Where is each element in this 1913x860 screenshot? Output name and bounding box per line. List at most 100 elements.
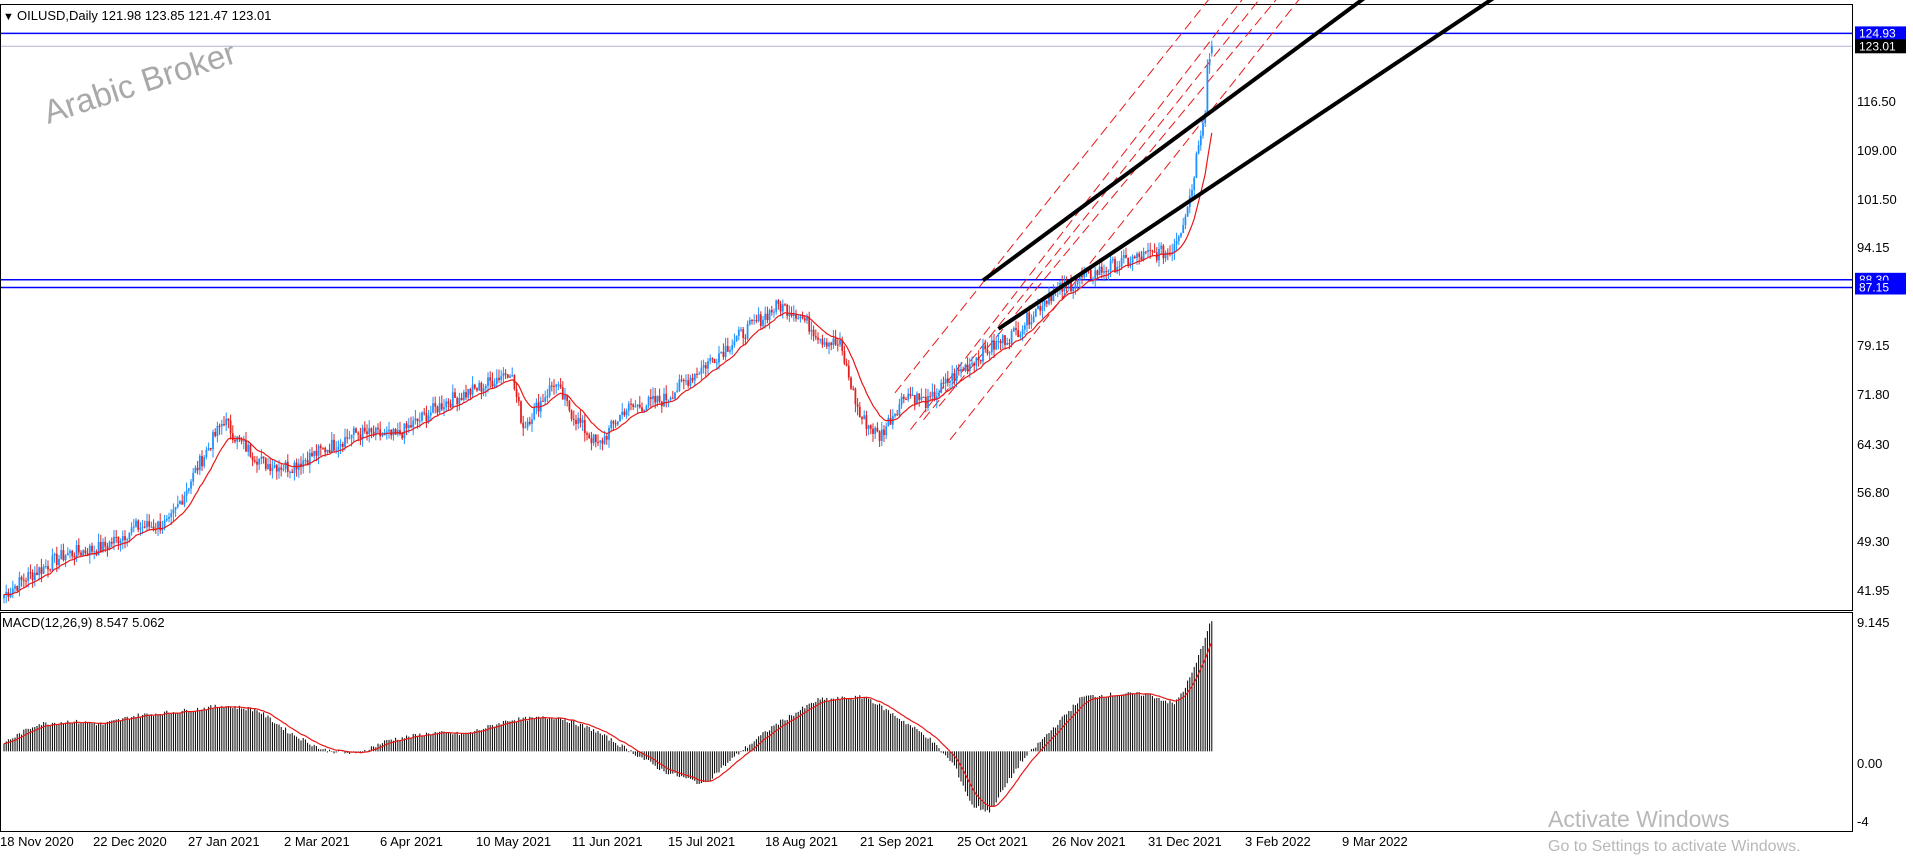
trend-channel[interactable] — [981, 0, 1522, 331]
macd-signal — [3, 641, 1213, 807]
level-badge: 87.15 — [1859, 281, 1889, 295]
candle-body — [62, 550, 65, 561]
price-tick: 109.00 — [1857, 143, 1897, 158]
candle-body — [381, 435, 384, 437]
candle-body — [163, 520, 166, 528]
candle-body — [324, 447, 327, 453]
candle-body — [764, 313, 767, 320]
candle-body — [102, 541, 104, 552]
candle-body — [251, 456, 254, 461]
candle-body — [440, 403, 443, 410]
candle-body — [341, 443, 344, 447]
candle-body — [854, 388, 857, 405]
candle-body — [990, 340, 993, 353]
candle-body — [33, 572, 36, 581]
candle-body — [812, 329, 815, 337]
candle-body — [746, 324, 749, 339]
candle-body — [469, 389, 472, 395]
channel-line — [997, 0, 1495, 331]
candle-body — [700, 367, 703, 374]
candle-body — [42, 566, 45, 574]
dropdown-arrow-icon[interactable]: ▼ — [3, 11, 14, 23]
candle-body — [1010, 331, 1013, 344]
candle-body — [608, 428, 610, 440]
candle-body — [597, 442, 599, 444]
candle-body — [91, 545, 93, 552]
candle-body — [196, 467, 199, 471]
candle-body — [194, 467, 197, 473]
candle-body — [1144, 251, 1147, 253]
candle-body — [522, 422, 525, 428]
candle-body — [260, 456, 263, 459]
candle-body — [709, 358, 712, 362]
candle-body — [73, 556, 76, 558]
candle-body — [359, 434, 362, 440]
candle-body — [247, 444, 250, 452]
candle-body — [1162, 245, 1165, 259]
candle-body — [533, 407, 536, 420]
candle-body — [361, 427, 364, 440]
candle-body — [1122, 255, 1125, 259]
candle-body — [143, 526, 146, 528]
candle-body — [1008, 343, 1011, 345]
candle-body — [786, 304, 789, 316]
date-tick: 11 Jun 2021 — [572, 834, 643, 849]
candle-body — [366, 431, 368, 435]
candle-body — [333, 439, 335, 451]
candle-body — [806, 316, 808, 321]
candle-body — [524, 427, 527, 429]
candle-body — [792, 313, 795, 316]
candle-body — [262, 456, 265, 459]
candle-body — [823, 342, 826, 345]
candle-body — [379, 429, 382, 437]
candle-body — [58, 558, 60, 566]
candle-body — [836, 344, 839, 346]
candle-body — [480, 383, 483, 392]
candle-body — [561, 387, 564, 400]
date-tick: 31 Dec 2021 — [1148, 834, 1222, 849]
date-tick: 10 May 2021 — [476, 834, 551, 849]
candle-body — [1072, 288, 1075, 292]
candle-body — [51, 555, 54, 571]
candle-body — [403, 423, 406, 439]
candle-body — [412, 420, 415, 428]
candle-body — [614, 423, 617, 425]
candle-body — [938, 392, 940, 397]
candle-body — [1197, 145, 1200, 154]
candle-body — [269, 464, 272, 471]
candle-body — [291, 471, 294, 474]
candle-body — [685, 380, 687, 382]
candle-body — [770, 310, 773, 313]
candle-body — [1136, 253, 1138, 259]
candle-body — [885, 426, 888, 436]
candle-body — [253, 460, 256, 462]
candle-body — [808, 316, 811, 332]
candle-body — [416, 418, 419, 422]
candle-body — [71, 550, 74, 557]
candle-body — [894, 414, 896, 417]
candle-body — [60, 550, 63, 559]
candle-body — [773, 311, 775, 313]
level-badge-bg — [1855, 280, 1906, 295]
candle-body — [311, 452, 313, 457]
candle-body — [124, 536, 126, 541]
date-tick: 26 Nov 2021 — [1052, 834, 1126, 849]
candle-body — [612, 421, 615, 424]
candle-body — [465, 392, 467, 398]
candle-body — [946, 378, 949, 383]
candle-body — [282, 468, 285, 470]
candle-body — [548, 385, 551, 397]
candle-body — [317, 445, 320, 456]
candle-body — [781, 304, 784, 312]
horizontal-levels[interactable] — [1, 32, 1852, 289]
candle-body — [1142, 251, 1145, 260]
candle-body — [113, 536, 115, 544]
candle-body — [572, 419, 575, 421]
candle-body — [368, 428, 371, 435]
candle-body — [658, 395, 661, 402]
macd-axis: 9.145 0.00 -4 — [1857, 615, 1890, 829]
candle-body — [599, 440, 602, 443]
candle-body — [192, 472, 195, 482]
